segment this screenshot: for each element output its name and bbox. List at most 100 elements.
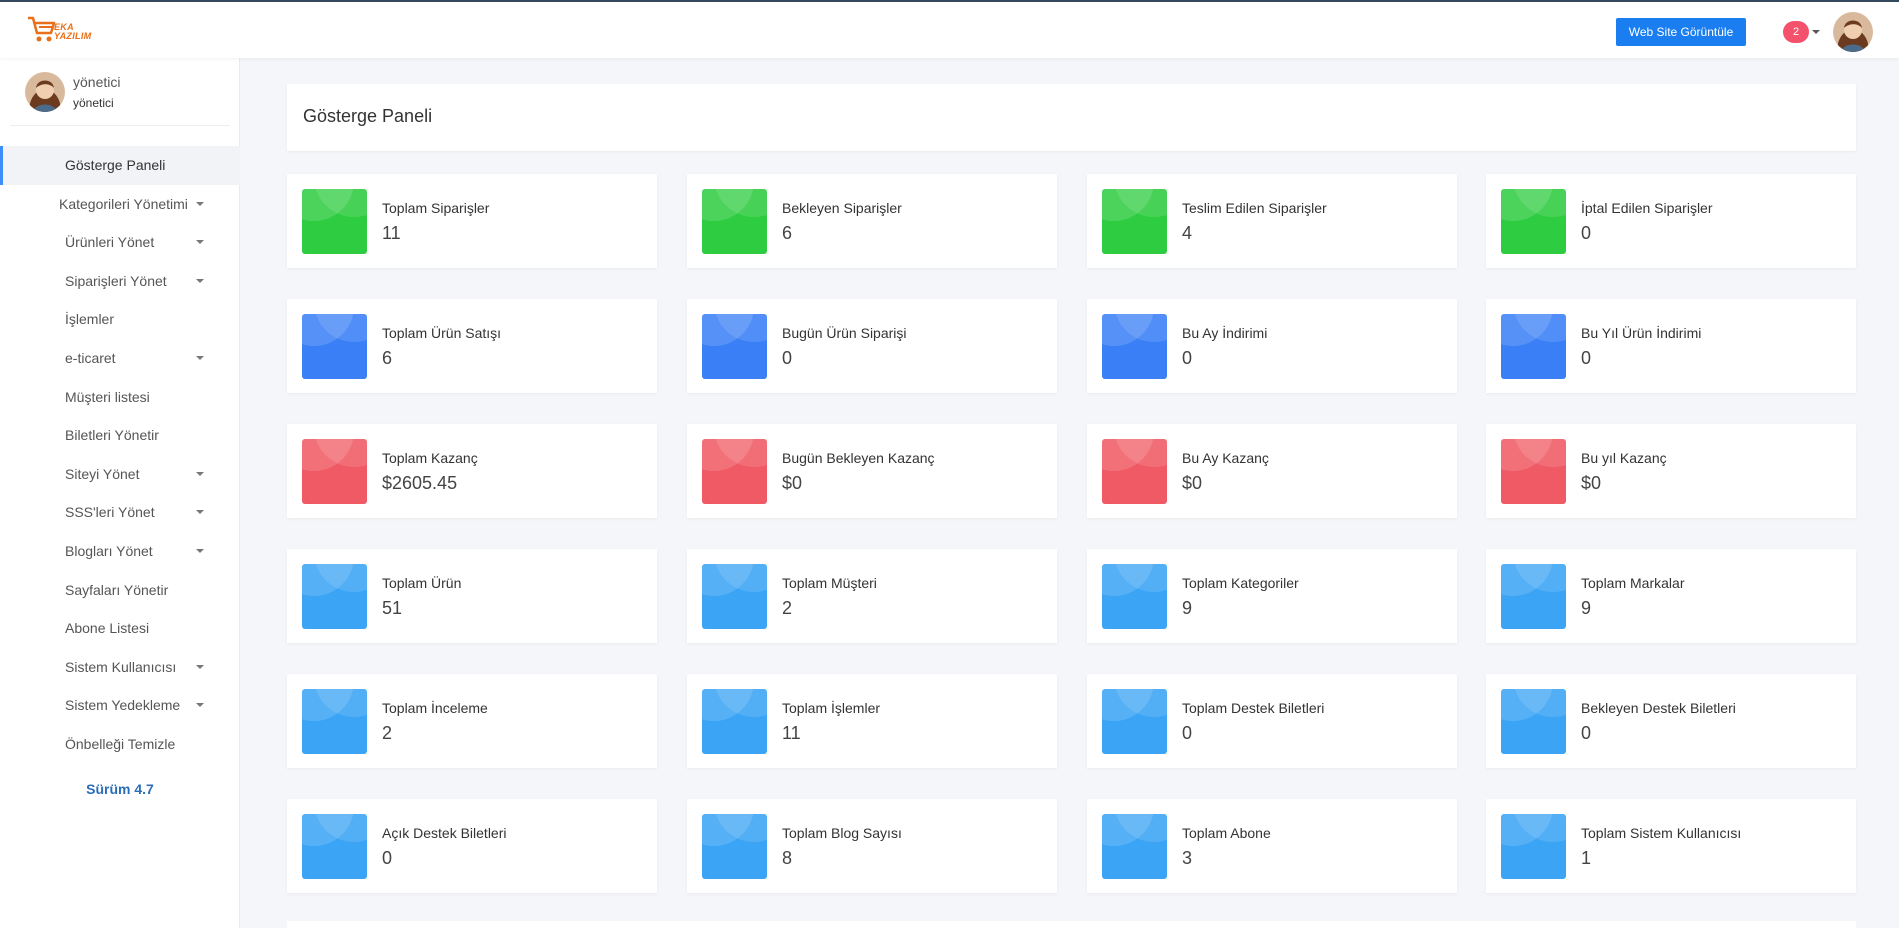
sidebar-item-site[interactable]: Siteyi Yönet [0, 455, 240, 494]
sidebar-item-customers[interactable]: Müşteri listesi [0, 378, 240, 417]
stat-value: 6 [782, 223, 793, 243]
stat-color-icon [1501, 814, 1566, 879]
stat-card[interactable]: Toplam Siparişler 11 [287, 174, 657, 268]
stat-color-icon [1102, 439, 1167, 504]
sidebar-user-profile[interactable]: yönetici yönetici [25, 72, 225, 116]
stat-value: 0 [782, 348, 793, 368]
version-label: Sürüm 4.7 [86, 781, 154, 797]
sidebar-item-system-users[interactable]: Sistem Kullanıcısı [0, 648, 240, 687]
sidebar-user-role: yönetici [73, 96, 114, 110]
stat-card[interactable]: Toplam Kazanç $2605.45 [287, 424, 657, 518]
notification-badge[interactable]: 2 [1783, 21, 1809, 43]
sidebar-item-label: Siteyi Yönet [65, 465, 140, 482]
stat-value: 4 [1182, 223, 1193, 243]
notifications-dropdown[interactable]: 2 [1783, 21, 1820, 43]
stat-card[interactable]: Bu Ay Kazanç $0 [1087, 424, 1457, 518]
stat-card[interactable]: Toplam Abone 3 [1087, 799, 1457, 893]
sidebar-item-label: SSS'leri Yönet [65, 504, 155, 521]
stat-value: 1 [1581, 848, 1592, 868]
stat-card[interactable]: Bu Ay İndirimi 0 [1087, 299, 1457, 393]
logo-text-line1: EKA [54, 22, 74, 32]
stat-value: 11 [382, 223, 401, 243]
stat-label: Bugün Ürün Siparişi [782, 325, 907, 341]
stat-color-icon [702, 189, 767, 254]
user-avatar[interactable] [1833, 12, 1873, 52]
stat-card[interactable]: Toplam Markalar 9 [1486, 549, 1856, 643]
stat-card[interactable]: Bekleyen Destek Biletleri 0 [1486, 674, 1856, 768]
stat-card[interactable]: Teslim Edilen Siparişler 4 [1087, 174, 1457, 268]
avatar-portrait-icon [1833, 12, 1873, 52]
logo-text-line2: YAZILIM [54, 31, 92, 41]
stat-card[interactable]: İptal Edilen Siparişler 0 [1486, 174, 1856, 268]
sidebar-item-categories[interactable]: Kategorileri Yönetimi [0, 185, 240, 224]
sidebar-item-label: Sayfaları Yönetir [65, 581, 169, 598]
stat-card[interactable]: Bugün Ürün Siparişi 0 [687, 299, 1057, 393]
sidebar-item-label: Önbelleği Temizle [65, 735, 176, 752]
caret-down-icon [196, 510, 204, 515]
stat-value: $0 [1581, 473, 1602, 493]
stat-color-icon [702, 564, 767, 629]
stat-color-icon [1102, 814, 1167, 879]
sidebar-item-label: Abone Listesi [65, 620, 150, 637]
sidebar-item-label: Kategorileri Yönetimi [59, 195, 188, 212]
stat-card[interactable]: Toplam Ürün 51 [287, 549, 657, 643]
stat-card[interactable]: Toplam İşlemler 11 [687, 674, 1057, 768]
sidebar-item-clear-cache[interactable]: Önbelleği Temizle [0, 725, 240, 764]
sidebar-item-label: Müşteri listesi [65, 388, 150, 405]
stat-card[interactable]: Açık Destek Biletleri 0 [287, 799, 657, 893]
stat-value: 0 [1182, 723, 1193, 743]
stat-card[interactable]: Bugün Bekleyen Kazanç $0 [687, 424, 1057, 518]
stat-card[interactable]: Bekleyen Siparişler 6 [687, 174, 1057, 268]
sidebar-item-tickets[interactable]: Biletleri Yönetir [0, 416, 240, 455]
stat-color-icon [302, 689, 367, 754]
stat-value: $2605.45 [382, 473, 458, 493]
stat-color-icon [302, 314, 367, 379]
sidebar-item-faqs[interactable]: SSS'leri Yönet [0, 493, 240, 532]
stat-card[interactable]: Bu Yıl Ürün İndirimi 0 [1486, 299, 1856, 393]
company-logo[interactable]: EKA YAZILIM [26, 14, 106, 48]
sidebar-item-blogs[interactable]: Blogları Yönet [0, 532, 240, 571]
stat-label: Açık Destek Biletleri [382, 825, 507, 841]
sidebar-user-name: yönetici [73, 74, 121, 90]
view-website-button[interactable]: Web Site Görüntüle [1616, 18, 1746, 46]
sidebar-item-ecommerce[interactable]: e-ticaret [0, 339, 240, 378]
stat-label: Toplam Blog Sayısı [782, 825, 902, 841]
sidebar-item-products[interactable]: Ürünleri Yönet [0, 223, 240, 262]
stat-value: 51 [382, 598, 403, 618]
stat-color-icon [1501, 189, 1566, 254]
caret-down-icon [196, 664, 204, 669]
stat-color-icon [702, 814, 767, 879]
stat-value: 2 [782, 598, 793, 618]
stat-label: Toplam Sistem Kullanıcısı [1581, 825, 1742, 841]
sidebar-item-orders[interactable]: Siparişleri Yönet [0, 262, 240, 301]
stat-card[interactable]: Toplam Kategoriler 9 [1087, 549, 1457, 643]
caret-down-icon [196, 548, 204, 553]
stat-card[interactable]: Toplam Destek Biletleri 0 [1087, 674, 1457, 768]
sidebar-item-transactions[interactable]: İşlemler [0, 300, 240, 339]
stat-card[interactable]: Toplam İnceleme 2 [287, 674, 657, 768]
sidebar-item-dashboard[interactable]: Gösterge Paneli [0, 146, 240, 185]
caret-down-icon [196, 201, 204, 206]
stat-value: 9 [1581, 598, 1592, 618]
sidebar-item-label: Ürünleri Yönet [65, 234, 155, 251]
sidebar-item-subscribers[interactable]: Abone Listesi [0, 609, 240, 648]
sidebar-item-pages[interactable]: Sayfaları Yönetir [0, 571, 240, 610]
stat-card[interactable]: Bu yıl Kazanç $0 [1486, 424, 1856, 518]
stat-card[interactable]: Toplam Sistem Kullanıcısı 1 [1486, 799, 1856, 893]
stat-value: 0 [1581, 348, 1592, 368]
caret-down-icon[interactable] [1812, 30, 1820, 34]
stat-label: Bugün Bekleyen Kazanç [782, 450, 935, 466]
stat-label: Bekleyen Siparişler [782, 200, 902, 216]
stat-card[interactable]: Toplam Blog Sayısı 8 [687, 799, 1057, 893]
sidebar-item-backup[interactable]: Sistem Yedekleme [0, 686, 240, 725]
stat-card[interactable]: Toplam Müşteri 2 [687, 549, 1057, 643]
page-title: Gösterge Paneli [303, 106, 433, 126]
stat-value: 0 [1182, 348, 1193, 368]
sidebar-avatar[interactable] [25, 72, 65, 112]
stat-label: Toplam Abone [1182, 825, 1271, 841]
stat-value: 6 [382, 348, 393, 368]
stat-card[interactable]: Toplam Ürün Satışı 6 [287, 299, 657, 393]
sidebar-item-label: e-ticaret [65, 349, 116, 366]
stat-label: İptal Edilen Siparişler [1581, 200, 1713, 216]
stat-label: Toplam Kategoriler [1182, 575, 1299, 591]
